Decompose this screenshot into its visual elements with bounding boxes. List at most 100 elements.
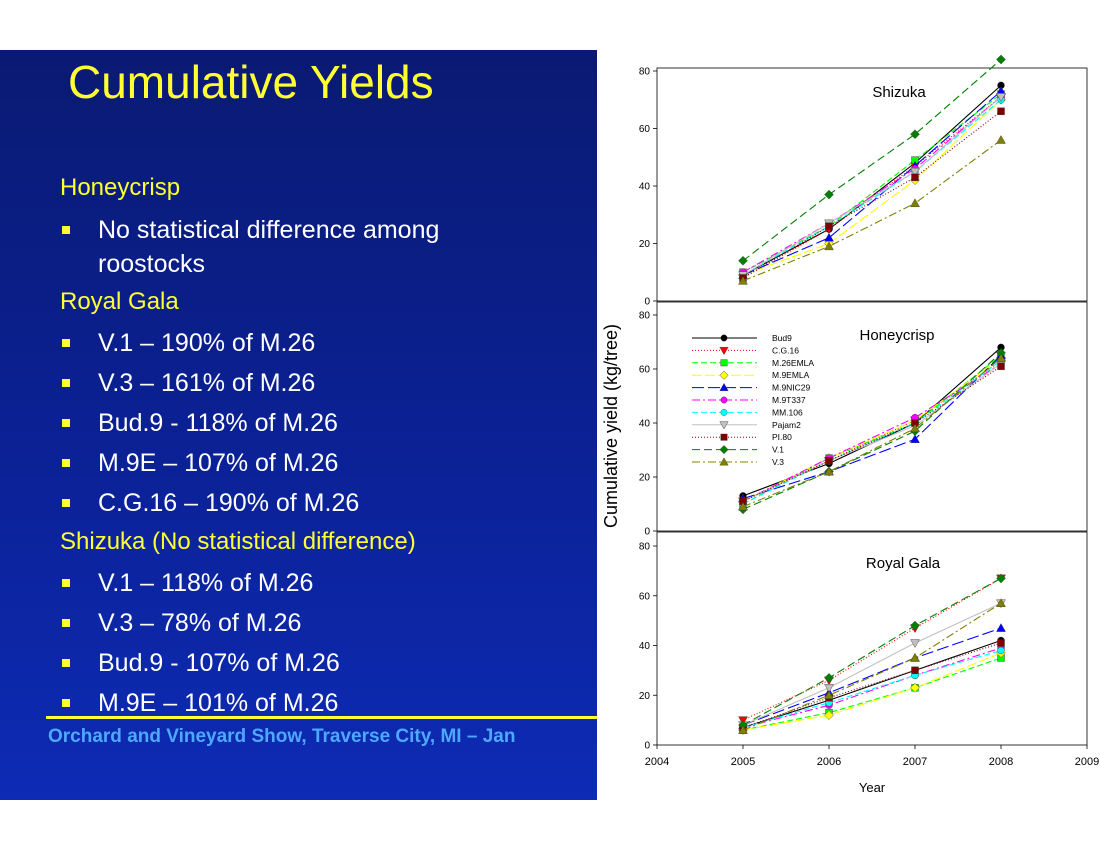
bullet-item: V.3 – 78% of M.26: [98, 609, 302, 637]
legend-label: MM.106: [772, 407, 803, 417]
legend-label: M.9T337: [772, 395, 806, 405]
series-line: [742, 96, 1002, 276]
data-point: [824, 710, 834, 720]
data-point: [996, 353, 1006, 362]
y-tick-label: 0: [644, 297, 650, 308]
legend-marker: [719, 445, 729, 455]
panel-title: Honeycrisp: [859, 327, 934, 344]
series-line: [742, 649, 1002, 729]
data-point: [910, 434, 920, 443]
bullet-item: M.9E – 107% of M.26: [98, 449, 339, 477]
series-line: [742, 84, 1002, 276]
x-tick-label: 2008: [989, 756, 1013, 768]
data-point: [996, 623, 1006, 632]
series-line: [742, 602, 1002, 726]
y-tick-label: 20: [639, 691, 651, 702]
series-line: [742, 602, 1002, 731]
legend-marker: [719, 457, 729, 466]
footer-divider: [46, 716, 606, 719]
bullet-square-icon: [62, 379, 70, 387]
data-point: [825, 222, 833, 230]
x-tick-label: 2009: [1075, 756, 1099, 768]
footer-text: Orchard and Vineyard Show, Traverse City…: [48, 726, 516, 747]
series-line: [742, 652, 1002, 731]
bullet-square-icon: [62, 659, 70, 667]
panel-title: Royal Gala: [866, 555, 941, 572]
series-line: [742, 647, 1002, 729]
data-point: [738, 501, 748, 511]
data-point: [738, 255, 748, 266]
y-tick-label: 0: [644, 527, 650, 538]
legend-marker: [720, 359, 728, 367]
series-line: [742, 139, 1002, 282]
legend-label: PI.80: [772, 432, 792, 442]
bullet-square-icon: [62, 499, 70, 507]
legend-label: C.G.16: [772, 345, 799, 355]
data-point: [911, 173, 919, 182]
series-line: [742, 357, 1002, 508]
data-point: [996, 598, 1006, 607]
legend-label: M.9EMLA: [772, 370, 810, 380]
legend-marker: [720, 408, 728, 416]
series-line: [742, 642, 1002, 729]
data-point: [997, 107, 1005, 115]
data-point: [910, 423, 920, 433]
data-point: [910, 198, 920, 207]
data-point: [824, 673, 834, 683]
series-line: [742, 355, 1002, 500]
data-point: [824, 232, 834, 242]
x-tick-label: 2006: [817, 756, 841, 768]
series-line: [742, 640, 1002, 729]
legend-label: M.9NIC29: [772, 383, 811, 393]
y-tick-label: 80: [639, 311, 651, 322]
x-tick-label: 2005: [731, 756, 755, 768]
slide-title: Cumulative Yields: [68, 56, 434, 108]
data-point: [996, 93, 1006, 102]
series-line: [742, 90, 1002, 276]
chart-panel: 0 20 40 60 80 Shizuka 0 20 40 60 80 Honeycrisp 0 20 40…: [597, 50, 1100, 800]
plot-frame: [656, 301, 1088, 532]
y-tick-label: 40: [639, 182, 651, 193]
series-line: [742, 99, 1002, 276]
legend-label: V.3: [772, 457, 784, 467]
y-tick-label: 80: [639, 67, 651, 78]
data-point: [911, 666, 919, 675]
data-point: [910, 683, 920, 693]
legend-label: V.1: [772, 445, 784, 455]
data-point: [996, 54, 1006, 65]
y-tick-label: 60: [639, 365, 651, 376]
data-point: [910, 653, 920, 662]
bullet-square-icon: [62, 339, 70, 347]
legend-marker: [720, 334, 728, 342]
y-tick-label: 80: [639, 542, 651, 553]
series-line: [742, 577, 1002, 726]
bullet-item: V.1 – 118% of M.26: [98, 569, 314, 597]
series-line: [742, 99, 1002, 276]
x-axis-label: Year: [859, 780, 886, 795]
legend-marker: [720, 433, 728, 441]
data-point: [996, 573, 1006, 584]
data-point: [738, 275, 748, 285]
legend-label: Bud9: [772, 333, 792, 343]
data-point: [910, 167, 920, 177]
bullet-square-icon: [62, 226, 70, 234]
data-point: [910, 639, 920, 648]
plot-frame: [656, 67, 1088, 302]
bullet-square-icon: [62, 699, 70, 707]
bullet-square-icon: [62, 419, 70, 427]
y-tick-label: 40: [639, 641, 651, 652]
series-line: [742, 363, 1002, 502]
data-point: [824, 189, 834, 200]
legend-marker: [719, 347, 729, 356]
y-tick-label: 40: [639, 419, 651, 430]
legend-marker: [719, 382, 729, 391]
y-tick-label: 20: [639, 473, 651, 484]
y-tick-label: 20: [639, 239, 651, 250]
data-point: [910, 620, 920, 631]
bullet-square-icon: [62, 619, 70, 627]
series-line: [742, 352, 1002, 510]
bullet-item: V.1 – 190% of M.26: [98, 329, 316, 357]
data-point: [738, 725, 748, 734]
bullet-item: Bud.9 - 107% of M.26: [98, 649, 340, 677]
data-point: [910, 129, 920, 140]
